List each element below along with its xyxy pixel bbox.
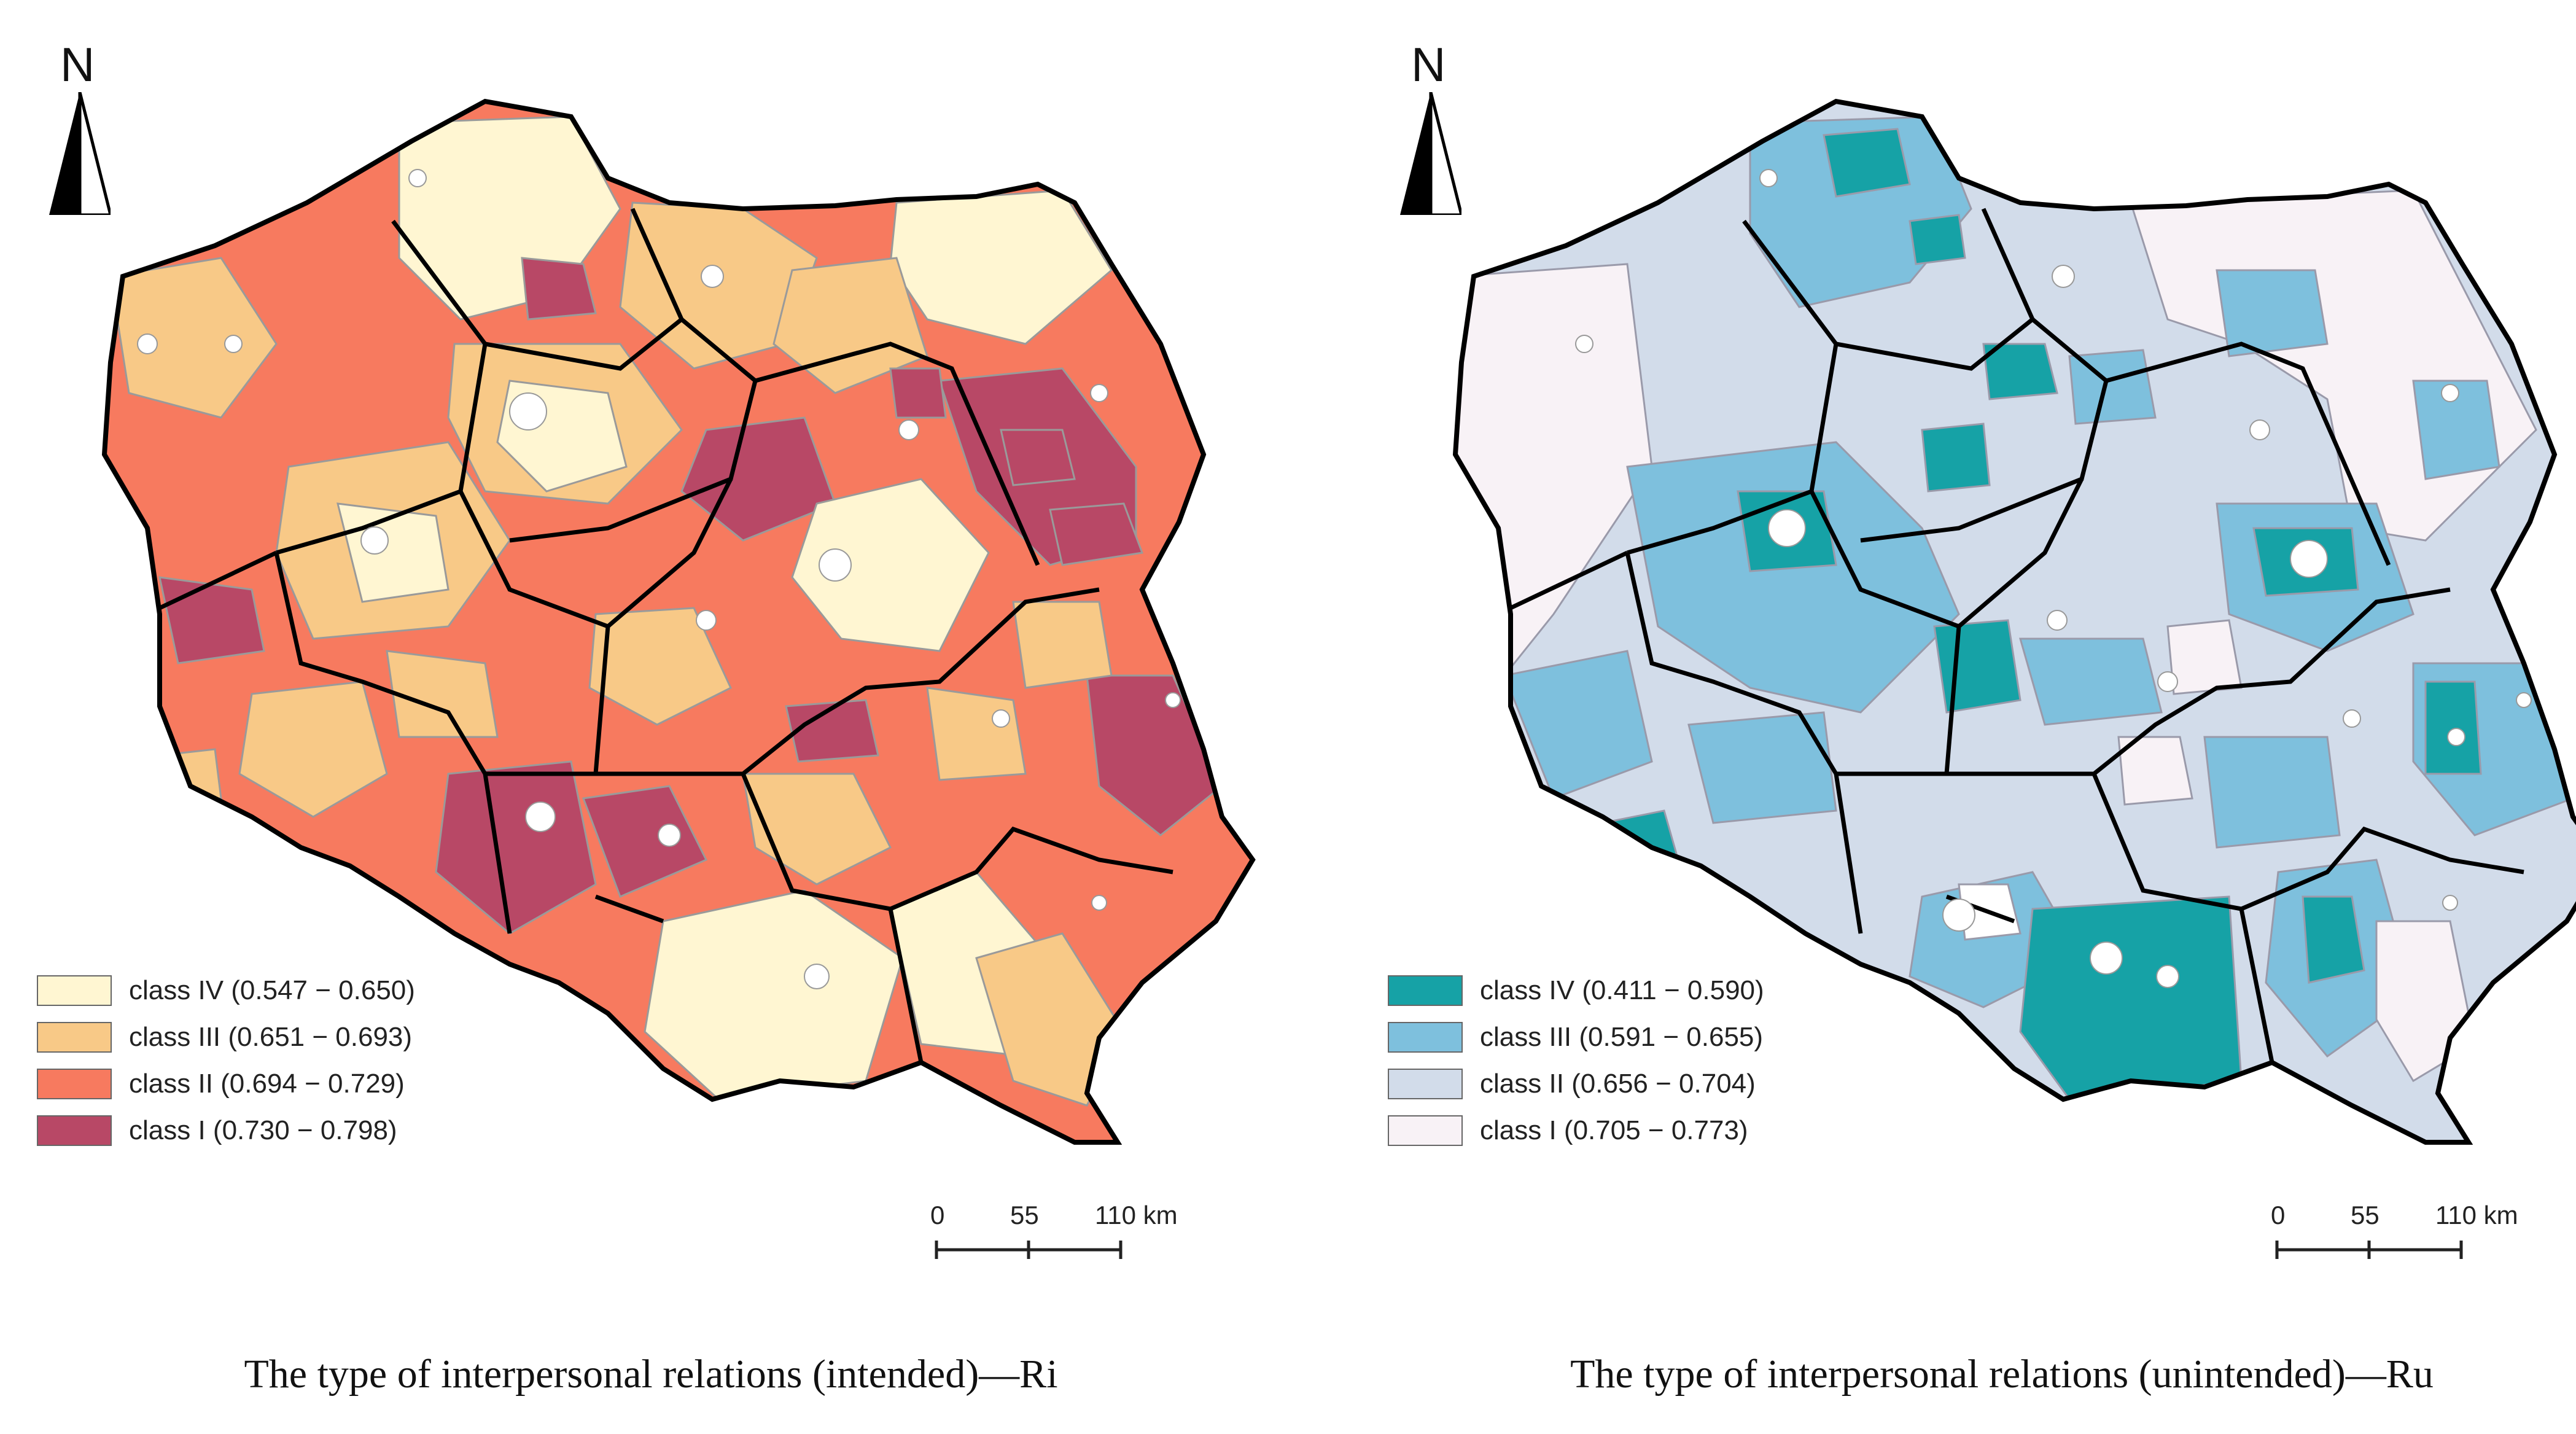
legend-swatch: [1388, 1115, 1463, 1146]
legend-label: class II (0.694 − 0.729): [129, 1069, 405, 1099]
north-arrow-icon: [49, 92, 111, 215]
map-panel-unintended: N class IV (0.411 − 0.590) class III (0.…: [1369, 0, 2576, 1434]
legend-item: class I (0.705 − 0.773): [1388, 1107, 1764, 1154]
legend-intended: class IV (0.547 − 0.650) class III (0.65…: [37, 967, 415, 1154]
legend-item: class II (0.656 − 0.704): [1388, 1061, 1764, 1107]
legend-item: class IV (0.411 − 0.590): [1388, 967, 1764, 1014]
legend-label: class I (0.705 − 0.773): [1480, 1115, 1748, 1145]
legend-label: class IV (0.547 − 0.650): [129, 975, 415, 1005]
scale-bar-line: [935, 1241, 1123, 1259]
scale-label-0: 0: [2271, 1201, 2286, 1229]
legend-swatch: [1388, 1069, 1463, 1099]
north-label: N: [1411, 37, 1446, 92]
choropleth-map-unintended: [1369, 0, 2576, 1302]
legend-item: class II (0.694 − 0.729): [37, 1061, 415, 1107]
map-caption-unintended: The type of interpersonal relations (uni…: [1570, 1352, 2434, 1397]
scale-bar: 0 55 110 km: [2271, 1201, 2518, 1274]
north-arrow: N: [37, 37, 123, 221]
map-caption-intended: The type of interpersonal relations (int…: [244, 1352, 1058, 1397]
legend-label: class IV (0.411 − 0.590): [1480, 975, 1764, 1005]
legend-label: class III (0.651 − 0.693): [129, 1022, 413, 1052]
legend-item: class III (0.651 − 0.693): [37, 1014, 415, 1061]
scale-bar-line: [2275, 1241, 2463, 1259]
legend-item: class IV (0.547 − 0.650): [37, 967, 415, 1014]
legend-label: class III (0.591 − 0.655): [1480, 1022, 1764, 1052]
choropleth-map-intended: [18, 0, 1283, 1302]
north-label: N: [60, 37, 95, 92]
scale-label-110: 110 km: [2435, 1201, 2518, 1229]
north-arrow-icon: [1400, 92, 1461, 215]
legend-label: class II (0.656 − 0.704): [1480, 1069, 1756, 1099]
scale-label-55: 55: [2351, 1201, 2379, 1229]
legend-item: class III (0.591 − 0.655): [1388, 1014, 1764, 1061]
scale-label-0: 0: [930, 1201, 945, 1229]
legend-unintended: class IV (0.411 − 0.590) class III (0.59…: [1388, 967, 1764, 1154]
legend-swatch: [1388, 975, 1463, 1006]
legend-swatch: [37, 975, 112, 1006]
map-panel-intended: N class IV (0.547 − 0.650) class III (0.…: [18, 0, 1283, 1434]
north-arrow: N: [1388, 37, 1474, 221]
scale-label-110: 110 km: [1095, 1201, 1178, 1229]
legend-item: class I (0.730 − 0.798): [37, 1107, 415, 1154]
legend-swatch: [37, 1069, 112, 1099]
scale-bar: 0 55 110 km: [930, 1201, 1178, 1274]
legend-swatch: [37, 1022, 112, 1053]
legend-swatch: [1388, 1022, 1463, 1053]
scale-label-55: 55: [1010, 1201, 1039, 1229]
legend-label: class I (0.730 − 0.798): [129, 1115, 397, 1145]
legend-swatch: [37, 1115, 112, 1146]
